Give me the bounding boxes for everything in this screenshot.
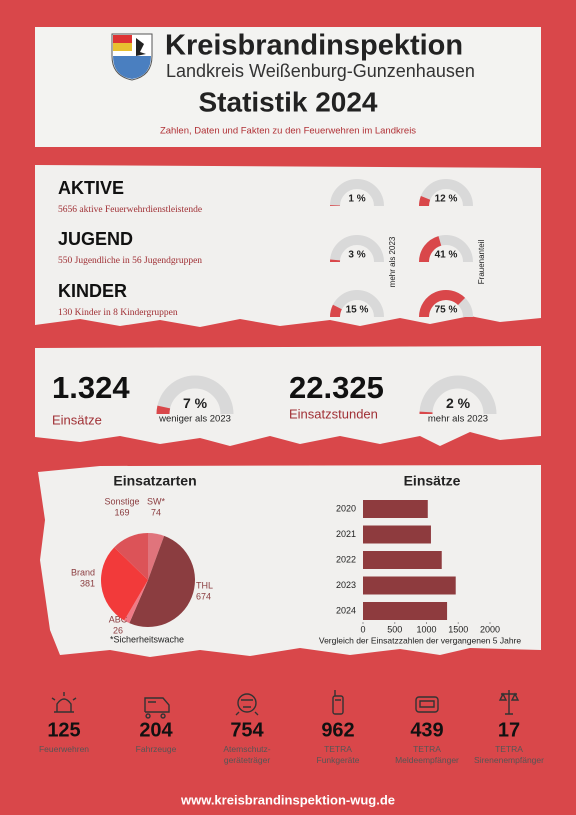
slice-name: ABC	[109, 614, 128, 624]
y-tick-label: 2023	[336, 580, 356, 590]
fact-number: 439	[410, 719, 443, 741]
slice-name: SW*	[147, 496, 165, 506]
slice-name: THL	[196, 580, 213, 590]
chart-title: Einsätze	[404, 473, 461, 489]
slice-name: Sonstige	[104, 496, 139, 506]
row-text: 550 Jugendliche in 56 Jugendgruppen	[58, 256, 202, 266]
pie-slice	[114, 533, 148, 580]
slice-value: 169	[114, 507, 129, 517]
gauge-label: 15 %	[346, 305, 369, 316]
note: *Sicherheitswache	[110, 634, 184, 644]
y-tick-label: 2021	[336, 529, 356, 539]
row-title: JUGEND	[58, 229, 133, 249]
gauge-caption: weniger als 2023	[158, 414, 231, 425]
y-tick-label: 2024	[336, 605, 356, 615]
gauge-caption: mehr als 2023	[428, 414, 488, 425]
row-title: KINDER	[58, 281, 127, 301]
x-tick-label: 1000	[416, 624, 436, 634]
bar	[363, 500, 428, 518]
gauge-track	[419, 375, 497, 415]
slice-name: Brand	[71, 567, 95, 577]
gauge-track	[330, 235, 384, 263]
gauge-value	[419, 290, 466, 318]
x-tick-label: 1500	[448, 624, 468, 634]
gauge-value	[419, 196, 431, 207]
gauge-label: 1 %	[348, 194, 365, 205]
gauge-caption: mehr als 2023	[388, 236, 397, 287]
bar	[363, 576, 456, 595]
gauge-label: 41 %	[435, 250, 458, 261]
title: Kreisbrandinspektion	[165, 30, 463, 62]
gauge-label: 3 %	[348, 250, 365, 261]
bar	[363, 602, 448, 620]
big-number: 1.324	[52, 370, 130, 405]
gauge-label: 75 %	[435, 305, 458, 316]
gauge-value	[156, 405, 171, 415]
gauge-label: 7 %	[183, 395, 208, 411]
x-tick-label: 2000	[480, 624, 500, 634]
note: Vergleich der Einsatzzahlen der vergange…	[319, 635, 522, 645]
row-text: 130 Kinder in 8 Kindergruppen	[58, 308, 178, 318]
gauge-track	[156, 375, 234, 415]
fact-number: 125	[47, 719, 80, 741]
x-tick-label: 0	[360, 624, 365, 634]
pie-slice	[129, 535, 196, 628]
pie-slice	[148, 533, 165, 580]
fact-label: TETRA Funkgeräte	[317, 744, 360, 765]
pie-slice	[101, 547, 148, 621]
big-number: 22.325	[289, 370, 384, 405]
tagline: Zahlen, Daten und Fakten zu den Feuerweh…	[160, 126, 416, 137]
fact-label: TETRA Sirenenempfänger	[474, 744, 544, 765]
fact-number: 754	[230, 719, 264, 741]
panel	[35, 346, 541, 446]
gauge-value	[419, 236, 442, 263]
fact-label: Atemschutz-geräteträger	[223, 744, 270, 765]
slice-value: 26	[113, 625, 123, 635]
chart-title: Einsatzarten	[113, 473, 196, 489]
fact-number: 204	[139, 719, 173, 741]
gauge-label: 12 %	[435, 194, 458, 205]
fact-label: TETRA Meldeempfänger	[395, 744, 459, 765]
gauge-track	[330, 179, 384, 207]
logo	[111, 33, 153, 81]
footer: www.kreisbrandinspektion-wug.de	[180, 792, 395, 807]
bar	[363, 525, 431, 544]
fact-label: Feuerwehren	[39, 744, 89, 754]
fact-number: 962	[321, 719, 354, 741]
subtitle: Landkreis Weißenburg-Gunzenhausen	[166, 61, 475, 81]
gauge-caption: Frauenanteil	[477, 240, 486, 285]
row-title: AKTIVE	[58, 178, 124, 198]
gauge-label: 2 %	[446, 395, 471, 411]
gauge-track	[419, 179, 473, 207]
row-text: 5656 aktive Feuerwehrdienstleistende	[58, 205, 202, 215]
icons	[51, 690, 520, 719]
x-tick-label: 500	[387, 624, 402, 634]
stat-label: Einsatzstunden	[289, 406, 378, 421]
gauge-value	[330, 304, 342, 318]
fact-label: Fahrzeuge	[136, 744, 177, 754]
y-tick-label: 2022	[336, 554, 356, 564]
panel	[35, 165, 541, 327]
slice-value: 74	[151, 507, 161, 517]
slice-value: 674	[196, 591, 211, 601]
pie-slice	[124, 580, 148, 624]
stat-label: Einsätze	[52, 412, 102, 427]
y-tick-label: 2020	[336, 503, 356, 513]
heading: Statistik 2024	[199, 86, 378, 117]
bar	[363, 551, 442, 569]
fact-number: 17	[498, 719, 520, 741]
slice-value: 381	[80, 578, 95, 588]
